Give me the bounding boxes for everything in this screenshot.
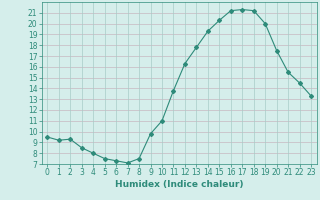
X-axis label: Humidex (Indice chaleur): Humidex (Indice chaleur) — [115, 180, 244, 189]
